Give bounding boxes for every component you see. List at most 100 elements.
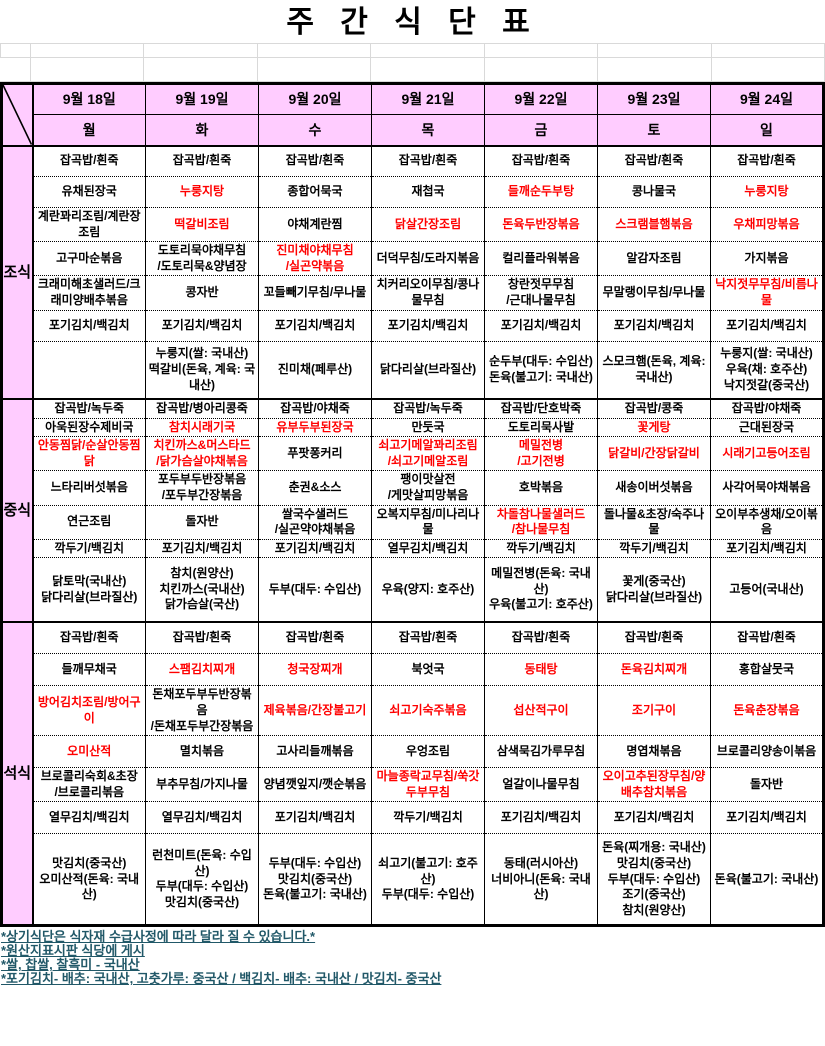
menu-cell: 포기김치/백김치 (258, 801, 372, 834)
menu-cell: 잡곡밥/흰죽 (371, 620, 485, 654)
origin-cell: 닭다리살(브라질산) (371, 340, 485, 400)
menu-cell: 열무김치/백김치 (371, 538, 485, 558)
menu-cell: 잡곡밥/흰죽 (710, 144, 824, 177)
menu-cell: 삼색묵김가루무침 (484, 735, 598, 768)
menu-cell: 도토리묵야채무침 /도토리묵&양념장 (145, 241, 259, 276)
menu-cell: 푸팟퐁커리 (258, 436, 372, 471)
menu-cell: 콩자반 (145, 275, 259, 311)
day-header-cell: 화 (145, 114, 259, 146)
spacer-cell (0, 58, 31, 82)
origin-cell: 닭토막(국내산) 닭다리살(브라질산) (32, 557, 146, 622)
menu-cell: 진미채야채무침 /실곤약볶음 (258, 241, 372, 276)
origin-cell: 두부(대두: 수입산) (258, 557, 372, 622)
menu-cell: 잡곡밥/흰죽 (597, 144, 711, 177)
menu-cell: 꼬들빼기무침/무나물 (258, 275, 372, 311)
menu-cell: 들깨무채국 (32, 653, 146, 686)
spacer-gridlines (0, 43, 825, 82)
date-header-cell: 9월 24일 (710, 83, 824, 115)
menu-cell: 잡곡밥/흰죽 (32, 620, 146, 654)
spacer-cell (144, 44, 258, 58)
menu-cell: 포기김치/백김치 (597, 309, 711, 342)
origin-cell: 고등어(국내산) (710, 557, 824, 622)
menu-cell: 포두부두반장볶음 /포두부간장볶음 (145, 470, 259, 506)
menu-cell: 차돌참나물샐러드 /참나물무침 (484, 504, 598, 540)
menu-cell: 잡곡밥/흰죽 (145, 144, 259, 177)
origin-cell: 돈육(찌개용: 국내산) 맛김치(중국산) 두부(대두: 수입산) 조기(중국산… (597, 833, 711, 926)
menu-cell: 춘권&소스 (258, 470, 372, 506)
note-line: *상기식단은 식자재 수급사정에 따라 달라 질 수 있습니다.* (1, 929, 316, 945)
page-title: 주 간 식 단 표 (286, 6, 539, 39)
menu-cell: 북엇국 (371, 653, 485, 686)
menu-cell: 포기김치/백김치 (371, 309, 485, 342)
menu-cell: 잡곡밥/단호박죽 (484, 398, 598, 419)
menu-cell: 더덕무침/도라지볶음 (371, 241, 485, 276)
spacer-cell (484, 58, 599, 82)
spacer-cell (31, 58, 145, 82)
menu-cell: 창란젓무무침 /근대나물무침 (484, 275, 598, 311)
table-body: 조식 잡곡밥/흰죽 잡곡밥/흰죽 잡곡밥/흰죽 잡곡밥/흰죽 잡곡밥/흰죽 잡곡밥/흰죽 잡곡… (1, 144, 824, 926)
menu-cell: 치킨까스&머스타드 /닭가슴살야채볶음 (145, 436, 259, 471)
menu-cell: 가지볶음 (710, 241, 824, 276)
menu-cell: 포기김치/백김치 (145, 538, 259, 558)
menu-cell: 잡곡밥/병아리콩죽 (145, 398, 259, 419)
weekly-menu-table: 9월 18일 9월 19일 9월 20일 9월 21일 9월 22일 9월 23일 9월 2… (0, 82, 825, 928)
menu-cell: 우엉조림 (371, 735, 485, 768)
menu-cell: 안동찜닭/순살안동찜닭 (32, 436, 146, 471)
menu-cell: 스크램블햄볶음 (597, 206, 711, 242)
menu-cell: 포기김치/백김치 (484, 801, 598, 834)
menu-cell: 메밀전병 /고기전병 (484, 436, 598, 471)
menu-cell: 컬리플라워볶음 (484, 241, 598, 276)
weekly-menu-page: 주 간 식 단 표 9월 18일 9월 19일 9월 20일 9월 21일 9월 22일… (0, 6, 825, 986)
menu-cell: 오이부추생채/오이볶음 (710, 504, 824, 540)
menu-cell: 돌자반 (710, 767, 824, 802)
menu-cell: 잡곡밥/흰죽 (32, 144, 146, 177)
menu-cell: 포기김치/백김치 (710, 801, 824, 834)
spacer-cell (711, 58, 825, 82)
menu-cell: 마늘종락교무침/쑥갓두부무침 (371, 767, 485, 802)
menu-cell: 콩나물국 (597, 176, 711, 208)
menu-cell: 시래기고등어조림 (710, 436, 824, 471)
diagonal-line (3, 85, 32, 145)
menu-cell: 쌀국수샐러드 /실곤약야채볶음 (258, 504, 372, 540)
spacer-cell (144, 58, 258, 82)
menu-cell: 포기김치/백김치 (710, 538, 824, 558)
note-line: *쌀, 찹쌀, 찰흑미 - 국내산 (1, 957, 140, 973)
day-header-cell: 금 (484, 114, 598, 146)
menu-cell: 스팸김치찌개 (145, 653, 259, 686)
menu-cell: 포기김치/백김치 (145, 309, 259, 342)
menu-cell: 돌자반 (145, 504, 259, 540)
date-header-cell: 9월 20일 (258, 83, 372, 115)
spacer-cell (257, 58, 372, 82)
spacer-cell (371, 44, 485, 58)
footer-notes: *상기식단은 식자재 수급사정에 따라 달라 질 수 있습니다.* *원산지표시판… (1, 930, 825, 986)
menu-cell: 연근조림 (32, 504, 146, 540)
menu-cell: 돈육춘장볶음 (710, 685, 824, 736)
menu-cell: 잡곡밥/녹두죽 (371, 398, 485, 419)
origin-cell: 맛김치(중국산) 오미산적(돈육: 국내산) (32, 833, 146, 926)
table-header: 9월 18일 9월 19일 9월 20일 9월 21일 9월 22일 9월 23일 9월 2… (1, 83, 824, 146)
menu-cell: 참치시래기국 (145, 417, 259, 437)
menu-cell: 쇠고기메알꽈리조림 /쇠고기메알조림 (371, 436, 485, 471)
menu-cell: 명엽채볶음 (597, 735, 711, 768)
menu-cell: 포기김치/백김치 (484, 309, 598, 342)
date-header-cell: 9월 21일 (371, 83, 485, 115)
menu-cell: 포기김치/백김치 (710, 309, 824, 342)
menu-cell: 섭산적구이 (484, 685, 598, 736)
menu-cell: 팽이맛살전 /게맛살피망볶음 (371, 470, 485, 506)
menu-cell: 청국장찌개 (258, 653, 372, 686)
menu-cell: 열무김치/백김치 (32, 801, 146, 834)
menu-cell: 유부두부된장국 (258, 417, 372, 437)
spacer-cell (257, 44, 372, 58)
menu-cell: 오미산적 (32, 735, 146, 768)
menu-cell: 깍두기/백김치 (32, 538, 146, 558)
menu-cell: 제육볶음/간장불고기 (258, 685, 372, 736)
origin-cell (32, 340, 146, 400)
spacer-cell (371, 58, 485, 82)
menu-cell: 잡곡밥/야채죽 (258, 398, 372, 419)
menu-cell: 동태탕 (484, 653, 598, 686)
origin-cell: 돈육(불고기: 국내산) (710, 833, 824, 926)
menu-cell: 돈육김치찌개 (597, 653, 711, 686)
spacer-cell (31, 44, 145, 58)
menu-cell: 새송이버섯볶음 (597, 470, 711, 506)
menu-cell: 잡곡밥/흰죽 (371, 144, 485, 177)
